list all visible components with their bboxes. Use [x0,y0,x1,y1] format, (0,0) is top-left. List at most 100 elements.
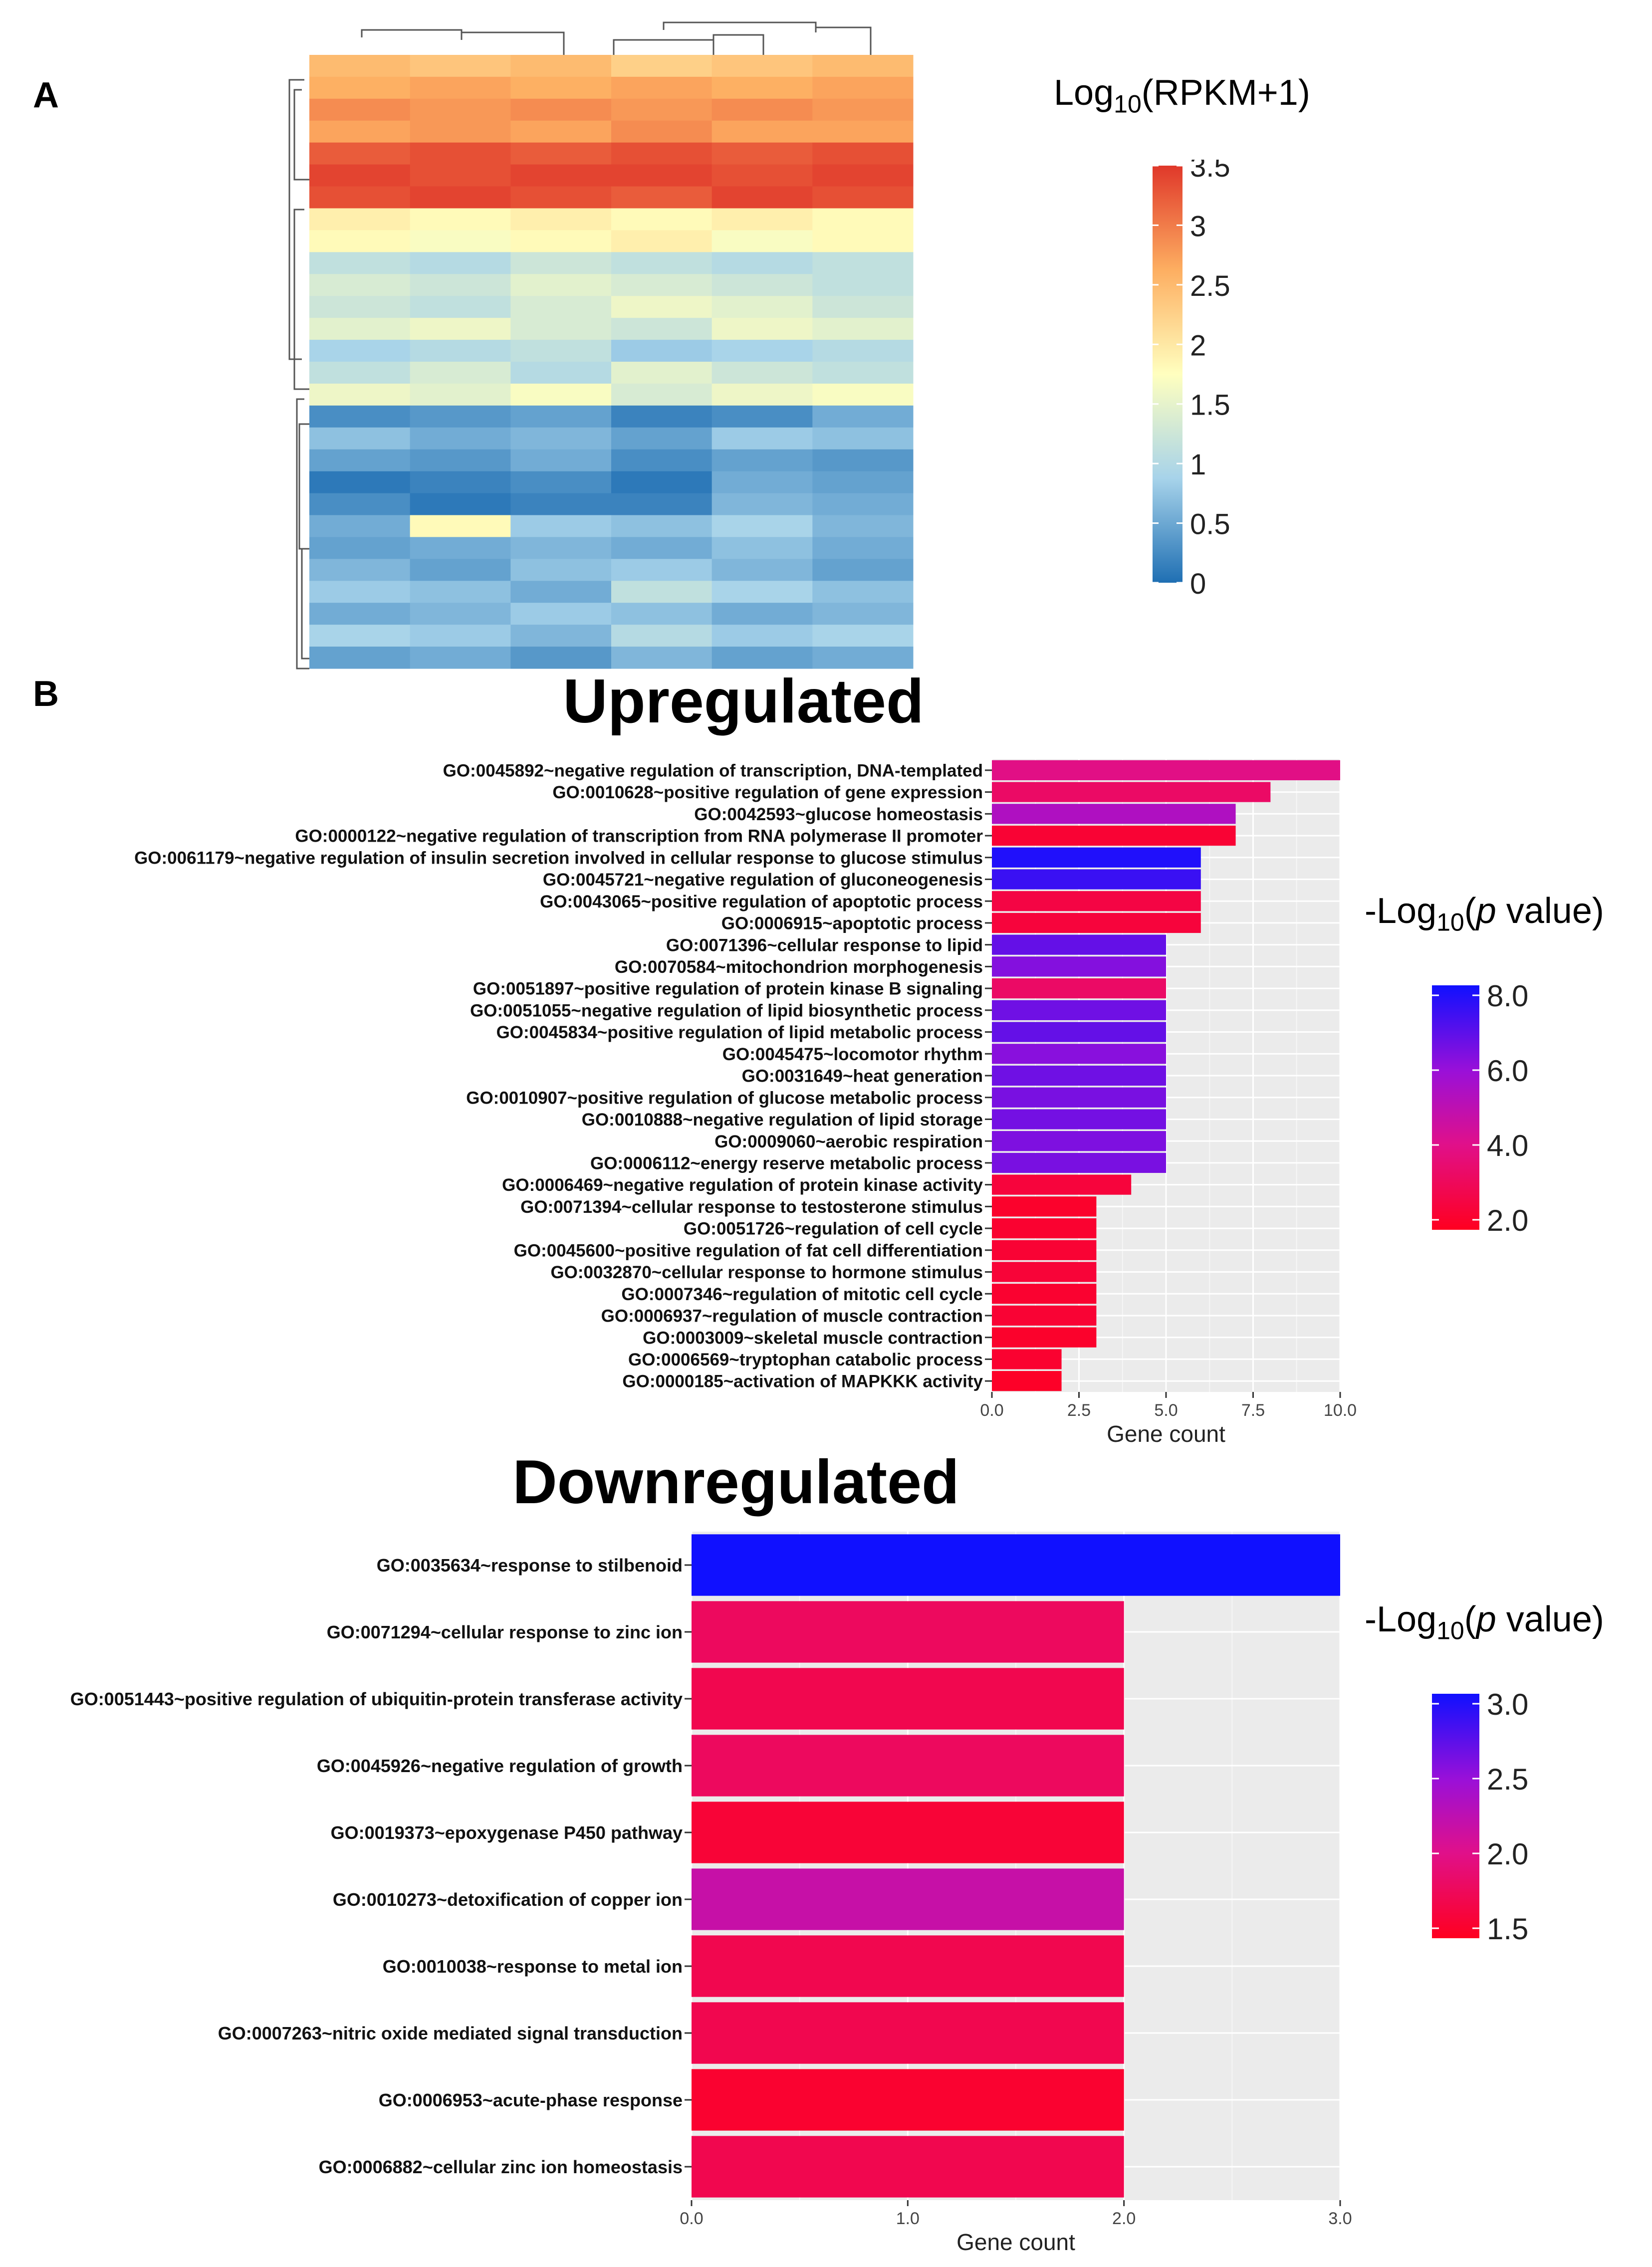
heatmap-cell [711,405,813,428]
heatmap-cell [510,362,612,384]
heatmap-cell [510,274,612,296]
category-label: GO:0031649~heat generation [742,1067,983,1086]
upregulated-legend-tick-label: 4.0 [1487,1129,1528,1162]
heatmap-cell [711,471,813,494]
heatmap-cell [812,515,914,537]
heatmap-cell [410,647,511,669]
heatmap-cell [410,362,511,384]
bar [992,1174,1132,1195]
panel-a-label: A [33,75,59,115]
category-label: GO:0006915~apoptotic process [721,914,983,933]
heatmap-cell [611,120,712,143]
category-label: GO:0010273~detoxification of copper ion [333,1889,683,1910]
heatmap-cell [309,383,411,406]
heatmap-cell [410,98,511,121]
heatmap-cell [309,120,411,143]
heatmap-cell [510,405,612,428]
bar [992,1218,1097,1239]
heatmap-cell [410,559,511,581]
heatmap-cell [812,98,914,121]
bar [992,825,1236,846]
heatmap-cell [711,493,813,515]
bar [692,1935,1124,1997]
bar [992,869,1201,890]
heatmap-cell [711,362,813,384]
bar [692,1735,1124,1797]
heatmap-cell [309,515,411,537]
heatmap-cell [510,625,612,647]
heatmap-cell [510,208,612,230]
heatmap-legend-title: Log10(RPKM+1) [1054,73,1310,118]
heatmap-cell [812,625,914,647]
heatmap-legend-tick-label: 3 [1190,210,1206,242]
heatmap-cell [510,230,612,252]
bar [992,891,1201,911]
heatmap-cell [309,164,411,187]
heatmap-cell [812,296,914,318]
category-label: GO:0045475~locomotor rhythm [722,1045,983,1064]
heatmap-cell [410,449,511,472]
heatmap-cell [812,318,914,340]
heatmap-cell [611,603,712,625]
bar [692,1868,1124,1930]
heatmap-cell [711,98,813,121]
category-label: GO:0010628~positive regulation of gene e… [552,783,983,802]
heatmap-legend-tick-label: 0.5 [1190,508,1230,541]
heatmap-cell [711,230,813,252]
bar [992,1000,1166,1020]
heatmap-cell [812,405,914,428]
bar [692,1534,1340,1596]
bar [992,1196,1097,1217]
heatmap-cell [309,581,411,603]
heatmap-cell [410,340,511,362]
bar [692,1601,1124,1663]
bar [992,1305,1097,1326]
category-label: GO:0045834~positive regulation of lipid … [496,1023,983,1042]
heatmap-cell [611,537,712,559]
heatmap-cell [611,625,712,647]
upregulated-chart: GO:0045892~negative regulation of transc… [134,759,1357,1447]
x-tick-label: 2.5 [1067,1401,1091,1420]
heatmap-cell [611,515,712,537]
heatmap-cell [309,230,411,252]
category-label: GO:0051443~positive regulation of ubiqui… [70,1689,683,1709]
heatmap-cell [611,471,712,494]
category-label: GO:0042593~glucose homeostasis [694,805,983,824]
category-label: GO:0051897~positive regulation of protei… [473,979,983,999]
heatmap-cell [611,405,712,428]
category-label: GO:0010038~response to metal ion [383,1956,683,1977]
category-label: GO:0019373~epoxygenase P450 pathway [331,1822,683,1843]
heatmap-cell [410,493,511,515]
x-tick-label: 1.0 [896,2209,920,2228]
heatmap-cell [309,340,411,362]
heatmap-cell [812,164,914,187]
heatmap-cell [812,120,914,143]
category-label: GO:0006953~acute-phase response [379,2090,683,2110]
x-tick-label: 0.0 [980,1401,1003,1420]
downregulated-legend-tick-label: 2.0 [1487,1837,1528,1871]
heatmap-cell [611,274,712,296]
category-label: GO:0071294~cellular response to zinc ion [327,1622,683,1642]
heatmap-cell [611,76,712,99]
heatmap-cell [410,55,511,77]
downregulated-legend-tick-label: 2.5 [1487,1763,1528,1796]
category-label: GO:0006469~negative regulation of protei… [502,1175,983,1195]
heatmap-cell [410,318,511,340]
heatmap-cell [510,142,612,165]
heatmap-cells [309,55,914,669]
heatmap-cell [611,318,712,340]
heatmap-cell [410,625,511,647]
heatmap-cell [309,493,411,515]
heatmap-cell [309,449,411,472]
heatmap-cell [711,164,813,187]
heatmap-cell [812,471,914,494]
category-label: GO:0009060~aerobic respiration [714,1132,983,1151]
heatmap-cell [510,647,612,669]
downregulated-legend-tick-label: 3.0 [1487,1688,1528,1721]
heatmap-cell [309,471,411,494]
heatmap-color-legend: 3.5 3 2.5 2 1.5 1 0.5 0 [1153,160,1230,599]
heatmap-cell [410,76,511,99]
category-label: GO:0071394~cellular response to testoste… [520,1197,983,1217]
heatmap-cell [309,296,411,318]
category-label: GO:0006937~regulation of muscle contract… [601,1307,983,1326]
